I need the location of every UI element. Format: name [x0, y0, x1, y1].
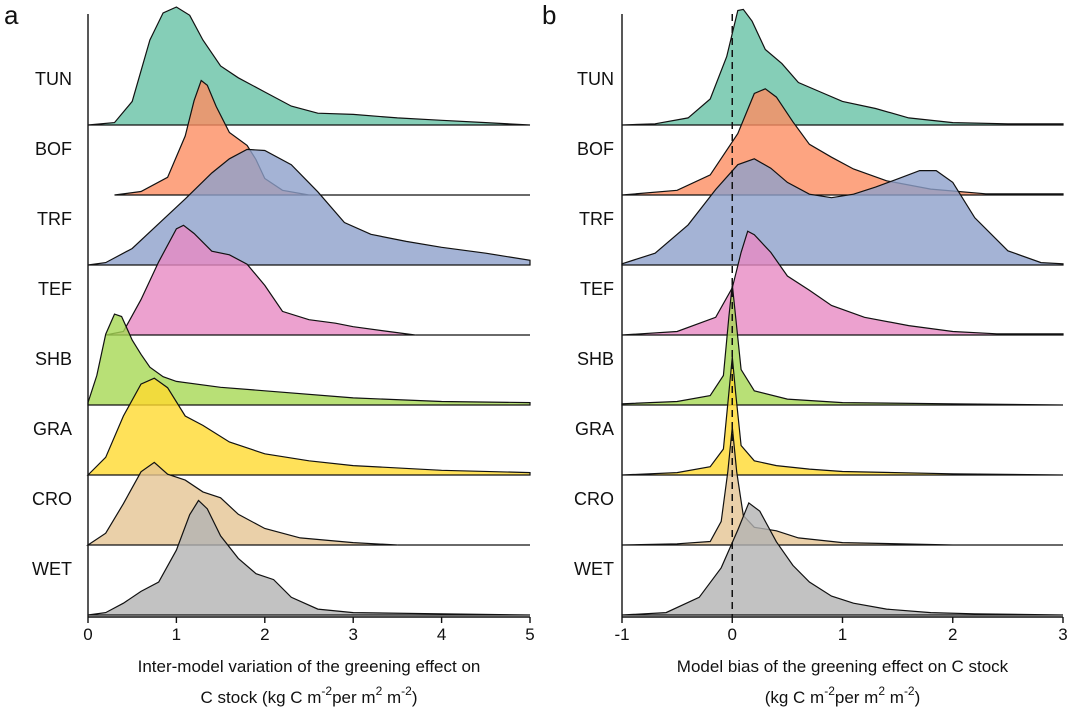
category-label-bof: BOF — [577, 139, 614, 159]
category-label-tun: TUN — [577, 69, 614, 89]
ridge-tun — [87, 6, 531, 126]
ridge-bof — [621, 88, 1064, 196]
ridge-cro — [86, 461, 398, 546]
ridge-gra — [621, 356, 1064, 476]
category-label-wet: WET — [32, 559, 72, 579]
category-label-tef: TEF — [38, 279, 72, 299]
category-label-tun: TUN — [35, 69, 72, 89]
x-tick-label: 5 — [525, 625, 534, 644]
ridge-wet — [87, 499, 531, 616]
x-tick-label: 2 — [948, 625, 957, 644]
category-label-gra: GRA — [33, 419, 72, 439]
category-label-trf: TRF — [37, 209, 72, 229]
x-tick-label: 4 — [437, 625, 446, 644]
panel-b: b TUN BOF TRF TEF SHB GRA CRO WET -1 0 1 2 3 Model bi… — [542, 0, 1068, 707]
x-tick-label: 2 — [260, 625, 269, 644]
x-tick-label: 1 — [838, 625, 847, 644]
category-label-shb: SHB — [35, 349, 72, 369]
x-tick-label: 0 — [83, 625, 92, 644]
ridge-shb — [87, 313, 531, 406]
x-axis-title-line1: Inter-model variation of the greening ef… — [138, 657, 481, 676]
category-label-trf: TRF — [579, 209, 614, 229]
ridge-wet — [621, 501, 1064, 616]
category-label-wet: WET — [574, 559, 614, 579]
category-label-tef: TEF — [580, 279, 614, 299]
panel-b-letter: b — [542, 0, 556, 30]
ridge-tef — [105, 224, 416, 336]
category-label-bof: BOF — [35, 139, 72, 159]
x-axis-title-line1: Model bias of the greening effect on C s… — [677, 657, 1009, 676]
x-tick-label: 3 — [348, 625, 357, 644]
ridge-trf — [87, 148, 531, 266]
category-label-cro: CRO — [32, 489, 72, 509]
panel-a: a TUN BOF TRF TEF SHB GRA CRO WET 0 1 2 3 4 5 Inter-mo… — [4, 0, 535, 707]
ridge-gra — [86, 377, 531, 476]
x-tick-label: 0 — [728, 625, 737, 644]
x-axis-title-line2: (kg C m-2per m2 m-2) — [765, 684, 921, 707]
ridge-shb — [621, 284, 1064, 406]
category-label-shb: SHB — [577, 349, 614, 369]
x-axis-title-line2: C stock (kg C m-2per m2 m-2) — [201, 684, 418, 707]
ridge-cro — [621, 426, 1063, 546]
panel-a-letter: a — [4, 0, 19, 30]
x-tick-label: 1 — [172, 625, 181, 644]
x-tick-label: -1 — [614, 625, 629, 644]
x-tick-label: 3 — [1058, 625, 1067, 644]
ridge-tun — [621, 8, 1064, 126]
category-label-cro: CRO — [574, 489, 614, 509]
category-label-gra: GRA — [575, 419, 614, 439]
